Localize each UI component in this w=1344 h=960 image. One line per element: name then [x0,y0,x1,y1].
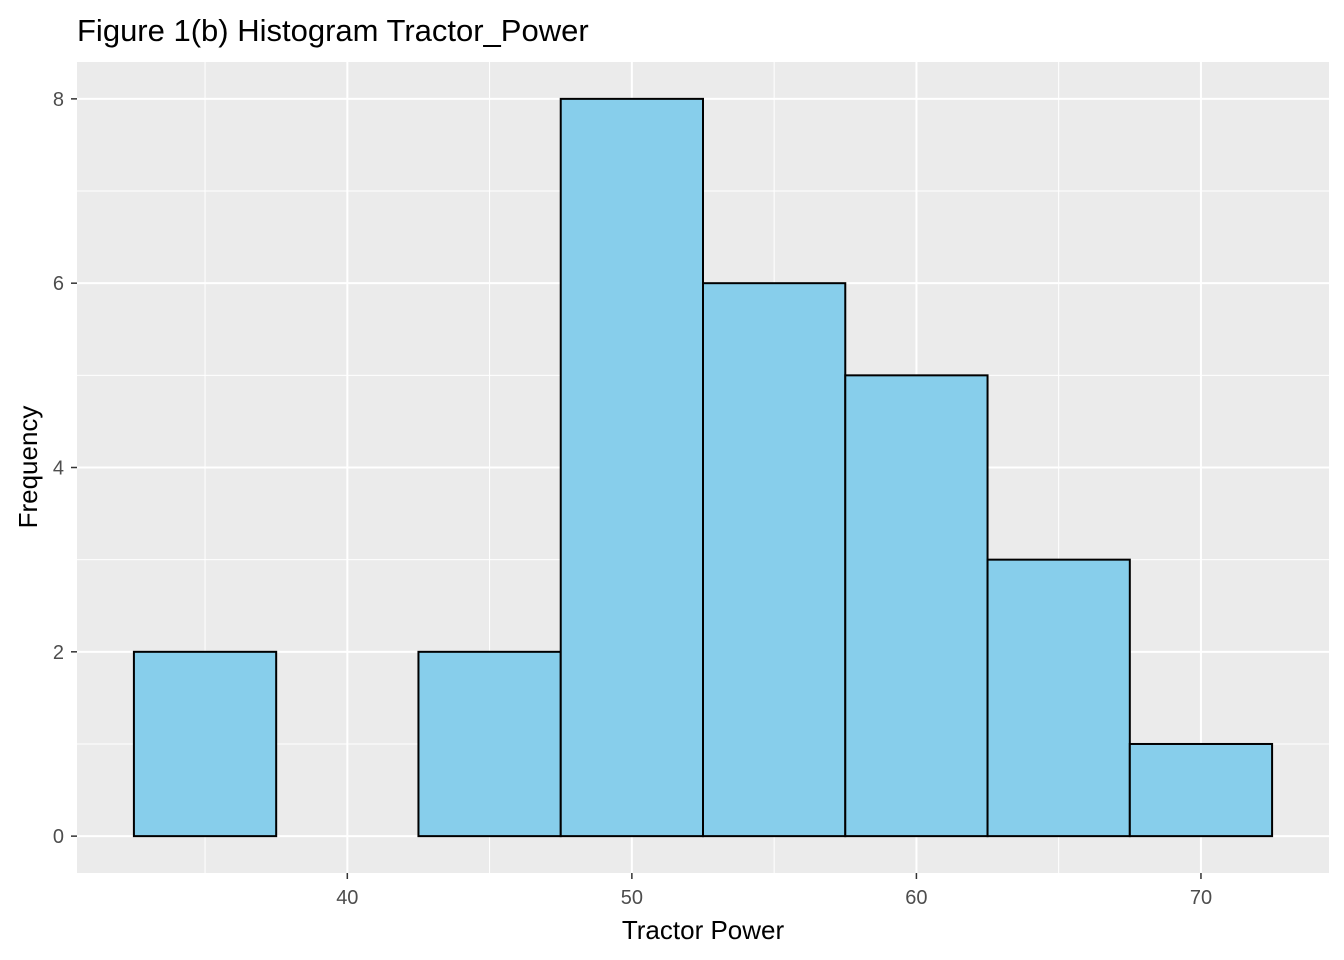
histogram-bar [132,650,278,838]
y-axis-title: Frequency [13,406,43,529]
axis-ticks: 40 50 60 70 0 2 4 6 8 [53,89,1212,909]
y-tick-label: 0 [53,826,64,848]
chart-title: Figure 1(b) Histogram Tractor_Power [77,13,589,48]
histogram-bar [844,374,989,838]
histogram-bar [417,650,562,838]
x-axis-title: Tractor Power [622,915,785,945]
x-tick-label: 40 [336,887,358,909]
y-tick-label: 4 [53,458,64,480]
y-tick-label: 6 [53,273,64,295]
x-tick-label: 60 [905,887,927,909]
histogram-bars [132,97,1274,838]
histogram-bar [986,558,1131,838]
histogram-bar [559,97,705,838]
x-tick-label: 50 [621,887,643,909]
histogram-bar [1128,742,1274,838]
x-tick-label: 70 [1190,887,1212,909]
y-tick-label: 8 [53,89,64,111]
histogram-bar [702,282,847,838]
y-tick-label: 2 [53,642,64,664]
